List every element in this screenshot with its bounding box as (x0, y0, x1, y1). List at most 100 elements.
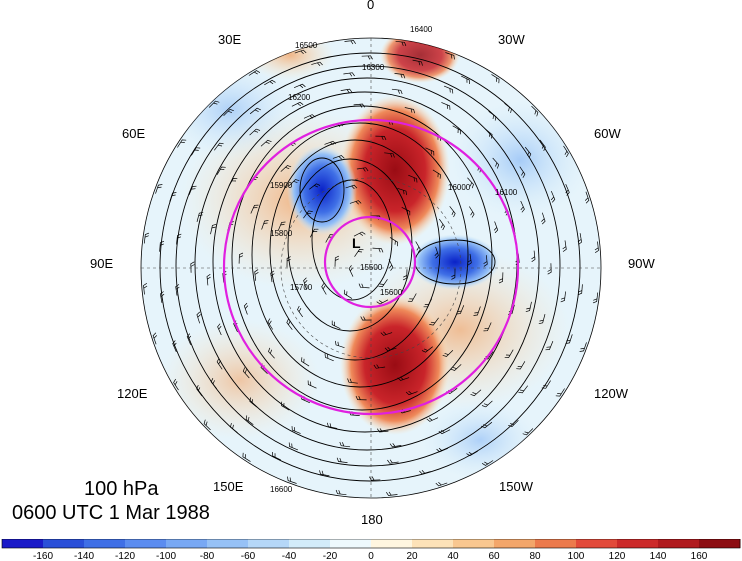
wind-barb (525, 301, 532, 313)
colorbar-tick-label: -100 (156, 551, 176, 561)
wind-barb (249, 107, 261, 115)
wind-barb (516, 361, 526, 370)
contour-label: 15800 (270, 229, 293, 238)
colorbar-swatch (412, 539, 454, 548)
time-title: 0600 UTC 1 Mar 1988 (12, 502, 210, 524)
wind-barb (375, 135, 387, 141)
wind-barb (177, 139, 187, 148)
wind-barb (349, 200, 362, 205)
colorbar-swatch (658, 539, 700, 548)
wind-barb (550, 190, 556, 203)
wind-barb (281, 401, 290, 411)
wind-barb (172, 340, 177, 352)
wind-barb (415, 241, 421, 253)
wind-barb (208, 100, 220, 108)
wind-barb (401, 206, 411, 216)
wind-barb (294, 49, 307, 55)
lon-label-150w: 150W (499, 479, 534, 494)
wind-barb (326, 422, 338, 429)
colorbar-tick-label: 20 (406, 551, 418, 561)
wind-barb (391, 88, 403, 95)
wind-barb (335, 340, 345, 349)
colorbar-swatch (699, 539, 741, 548)
wind-barb (439, 218, 445, 231)
colorbar-swatches (1, 539, 741, 549)
wind-barb (277, 221, 286, 231)
wind-barb (481, 421, 493, 429)
wind-barb (336, 457, 348, 463)
wind-barb (378, 279, 388, 288)
wind-barb (280, 165, 292, 172)
wind-barb (348, 265, 354, 277)
wind-barb (353, 231, 366, 237)
contour-label: 16300 (362, 63, 385, 72)
wind-barb (358, 283, 370, 289)
wind-barb (303, 210, 313, 219)
lon-label-150e: 150E (213, 479, 244, 494)
wind-barb (449, 206, 456, 218)
colorbar-tick-label: -160 (33, 551, 53, 561)
wind-barb (354, 248, 364, 257)
wind-barb (438, 429, 451, 435)
wind-barb (268, 347, 275, 359)
wind-barb (196, 311, 201, 324)
wind-barb (395, 40, 407, 47)
contour-label: 15900 (270, 181, 293, 190)
contour-label: 16400 (410, 25, 433, 34)
lon-label-30w: 30W (498, 32, 525, 47)
colorbar-swatch (617, 539, 659, 548)
colorbar-tick-label: 140 (650, 551, 667, 561)
wind-barb (386, 491, 398, 496)
wind-barb (169, 192, 177, 202)
wind-barb (397, 187, 407, 196)
wind-barb (334, 255, 340, 267)
contour-label: 16100 (495, 188, 518, 197)
colorbar-swatch (330, 539, 372, 548)
wind-barb (483, 255, 488, 267)
wind-barb (435, 481, 448, 487)
wind-barb (531, 250, 536, 262)
wind-barb (339, 441, 351, 448)
wind-barb (594, 241, 599, 253)
wind-barb (288, 179, 300, 187)
colorbar-tick-label: 100 (568, 551, 585, 561)
wind-barb (577, 233, 582, 245)
wind-barb (541, 212, 546, 225)
wind-barb (331, 320, 341, 330)
contour-label: 16000 (448, 183, 471, 192)
colorbar: -160 -140 -120 -100 -80 -60 -40 -20 0 20 40 60 80 100… (1, 539, 741, 561)
colorbar-tick-label: -120 (115, 551, 135, 561)
wind-barb (321, 283, 327, 295)
wind-barb (389, 237, 399, 247)
wind-barb (429, 317, 439, 326)
wind-barb (293, 83, 306, 89)
wind-barb (248, 70, 261, 76)
wind-barb (436, 447, 449, 453)
wind-barb (206, 274, 211, 286)
wind-barb (191, 147, 201, 156)
wind-barb (243, 302, 249, 315)
wind-barb (301, 357, 310, 367)
wind-barb (343, 72, 355, 77)
lon-label-60e: 60E (122, 126, 145, 141)
wind-barb (143, 283, 148, 295)
inner-latitude-circle (323, 215, 417, 309)
colorbar-border (1, 539, 741, 549)
colorbar-swatch (453, 539, 495, 548)
wind-barb (190, 261, 195, 273)
wind-barb (186, 333, 192, 346)
wind-barb (451, 268, 456, 280)
wind-barb (261, 220, 269, 230)
wind-barb (307, 380, 317, 389)
wind-barbs (143, 40, 599, 496)
colorbar-swatch (166, 539, 208, 548)
wind-barb (483, 322, 492, 332)
wind-barb (340, 88, 353, 93)
contour-label: 15500 (360, 263, 383, 272)
wind-barb (466, 450, 478, 457)
wind-barb (319, 470, 330, 477)
wind-barb (562, 240, 567, 252)
wind-barb (404, 107, 416, 114)
wind-barb (267, 318, 273, 330)
wind-barb (345, 184, 358, 190)
